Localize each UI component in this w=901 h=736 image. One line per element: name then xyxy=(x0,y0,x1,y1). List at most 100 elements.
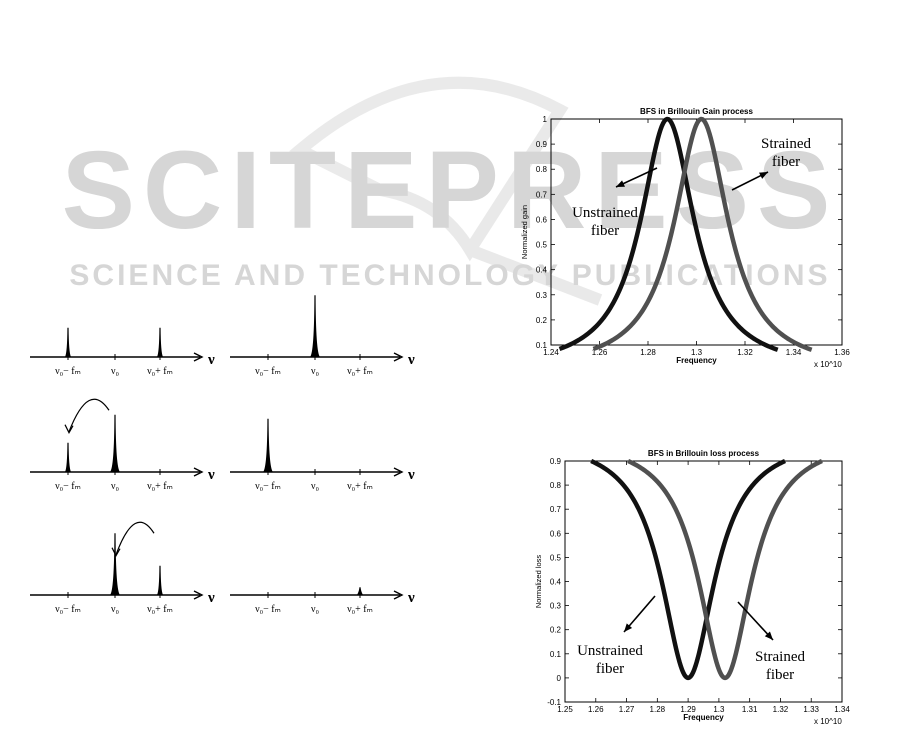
x-tick-label: 1.3 xyxy=(691,348,703,357)
x-tick-label: 1.24 xyxy=(543,348,559,357)
unstrained-fiber-annotation: Unstrained xyxy=(577,643,643,659)
y-tick-label: 0.5 xyxy=(536,241,548,250)
spectrum-tick-label: ν₀− fₘ xyxy=(255,481,281,492)
y-tick-label: 0.1 xyxy=(550,650,562,659)
spectrum-tick-label: ν₀− fₘ xyxy=(55,366,81,377)
spectral-peak xyxy=(157,327,163,357)
axis-arrowhead-icon xyxy=(393,590,404,600)
spectrum-tick-label: ν₀+ fₘ xyxy=(147,366,173,377)
chart-title: BFS in Brillouin Gain process xyxy=(640,107,753,116)
x-axis-label: Frequency xyxy=(683,713,724,722)
spectrum-tick-label: ν₀− fₘ xyxy=(55,481,81,492)
spectral-peak xyxy=(110,533,120,595)
spectrum-tick-label: ν₀ xyxy=(311,366,320,377)
x-tick-label: 1.36 xyxy=(834,348,850,357)
spectrum-tick-label: ν₀− fₘ xyxy=(255,366,281,377)
spectral-peak xyxy=(65,327,71,357)
y-tick-label: 0.8 xyxy=(550,481,562,490)
y-tick-label: 0.9 xyxy=(536,140,548,149)
unstrained-fiber-curve xyxy=(590,458,787,681)
spectral-peak xyxy=(310,295,320,357)
axis-nu-label: ν xyxy=(407,590,415,606)
x-tick-label: 1.29 xyxy=(680,705,696,714)
spectral-peak xyxy=(110,414,120,472)
arrowhead-icon xyxy=(624,623,633,632)
x-multiplier-label: x 10^10 xyxy=(814,360,842,369)
spectrum-tick-label: ν₀+ fₘ xyxy=(347,604,373,615)
watermark-main-text: SCITEPRESS xyxy=(62,129,839,252)
x-tick-label: 1.32 xyxy=(737,348,753,357)
annotation-arrow xyxy=(737,601,774,641)
y-tick-label: 0.6 xyxy=(536,215,548,224)
spectrum-tick-label: ν₀− fₘ xyxy=(255,604,281,615)
y-tick-label: 0.5 xyxy=(550,553,562,562)
y-tick-label: 1 xyxy=(543,115,548,124)
axis-arrowhead-icon xyxy=(193,590,204,600)
spectrum-tick-label: ν₀ xyxy=(311,481,320,492)
axis-arrowhead-icon xyxy=(193,467,204,477)
chart-title: BFS in Brillouin loss process xyxy=(648,449,760,458)
transfer-arrowhead-icon xyxy=(111,547,121,557)
y-tick-label: 0 xyxy=(557,674,562,683)
transfer-arrowhead-icon xyxy=(64,424,74,434)
y-tick-label: 0.6 xyxy=(550,529,562,538)
spectrum-tick-label: ν₀+ fₘ xyxy=(147,604,173,615)
y-axis-label: Normalized gain xyxy=(520,205,529,259)
y-tick-label: 0.4 xyxy=(536,266,548,275)
x-tick-label: 1.27 xyxy=(619,705,635,714)
spectrum-tick-label: ν₀+ fₘ xyxy=(347,366,373,377)
y-tick-label: 0.1 xyxy=(536,341,548,350)
axis-nu-label: ν xyxy=(207,590,215,606)
spectrum-tick-label: ν₀− fₘ xyxy=(55,604,81,615)
spectral-peak xyxy=(263,418,273,472)
arrowhead-icon xyxy=(759,172,768,179)
arrowhead-icon xyxy=(764,631,773,640)
y-tick-label: 0.9 xyxy=(550,457,562,466)
x-tick-label: 1.33 xyxy=(803,705,819,714)
unstrained-fiber-annotation: fiber xyxy=(591,223,619,239)
spectrum-tick-label: ν₀+ fₘ xyxy=(347,481,373,492)
spectrum-tick-label: ν₀ xyxy=(111,604,120,615)
x-tick-label: 1.34 xyxy=(834,705,850,714)
x-tick-label: 1.28 xyxy=(650,705,666,714)
x-tick-label: 1.31 xyxy=(742,705,758,714)
x-tick-label: 1.32 xyxy=(773,705,789,714)
strained-fiber-annotation: fiber xyxy=(766,667,794,683)
y-tick-label: 0.2 xyxy=(536,316,548,325)
spectrum-tick-label: ν₀ xyxy=(111,366,120,377)
y-tick-label: 0.2 xyxy=(550,626,562,635)
spectral-peak xyxy=(357,587,363,595)
x-axis-label: Frequency xyxy=(676,356,717,365)
axis-nu-label: ν xyxy=(207,352,215,368)
y-tick-label: 0.3 xyxy=(550,602,562,611)
x-tick-label: 1.26 xyxy=(592,348,608,357)
unstrained-fiber-curve xyxy=(558,116,779,352)
x-tick-label: 1.3 xyxy=(713,705,725,714)
strained-fiber-annotation: Strained xyxy=(755,649,805,665)
strained-fiber-annotation: Strained xyxy=(761,136,811,152)
strained-fiber-curve xyxy=(627,458,824,681)
y-tick-label: 0.7 xyxy=(536,190,548,199)
y-tick-label: 0.8 xyxy=(536,165,548,174)
watermark-sub-text: SCIENCE AND TECHNOLOGY PUBLICATIONS xyxy=(69,259,830,292)
x-tick-label: 1.28 xyxy=(640,348,656,357)
spectral-peak xyxy=(157,565,163,595)
axis-arrowhead-icon xyxy=(193,352,204,362)
axis-arrowhead-icon xyxy=(393,352,404,362)
spectrum-tick-label: ν₀ xyxy=(111,481,120,492)
axis-nu-label: ν xyxy=(407,352,415,368)
unstrained-fiber-annotation: fiber xyxy=(596,661,624,677)
transfer-arrow xyxy=(115,521,155,555)
x-multiplier-label: x 10^10 xyxy=(814,717,842,726)
y-tick-label: 0.4 xyxy=(550,578,562,587)
y-axis-label: Normalized loss xyxy=(534,555,543,609)
x-tick-label: 1.34 xyxy=(786,348,802,357)
y-tick-label: 0.7 xyxy=(550,505,562,514)
spectrum-tick-label: ν₀ xyxy=(311,604,320,615)
unstrained-fiber-annotation: Unstrained xyxy=(572,205,638,221)
axis-nu-label: ν xyxy=(207,467,215,483)
